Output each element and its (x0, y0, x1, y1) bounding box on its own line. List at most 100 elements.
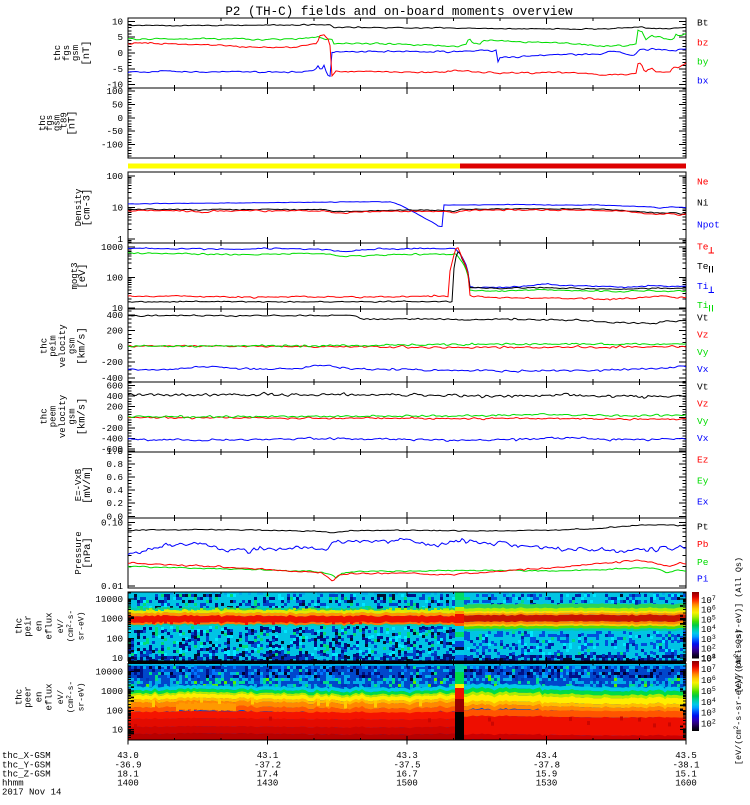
svg-text:43.1: 43.1 (257, 751, 279, 761)
svg-text:0: 0 (117, 113, 123, 124)
svg-text:P2 (TH-C) fields and on-board: P2 (TH-C) fields and on-board moments ov… (225, 5, 573, 19)
svg-text:[nT]: [nT] (67, 110, 79, 135)
svg-text:Pb: Pb (697, 539, 709, 550)
svg-text:-400: -400 (101, 434, 123, 445)
svg-text:0.10: 0.10 (101, 517, 123, 528)
svg-text:106: 106 (701, 605, 716, 616)
svg-text:-36.9: -36.9 (114, 761, 141, 771)
svg-text:1: 1 (117, 234, 123, 245)
svg-text:(cm2-s-: (cm2-s- (66, 610, 77, 642)
svg-text:15.9: 15.9 (536, 770, 558, 780)
svg-text:1500: 1500 (396, 779, 418, 789)
svg-text:en: en (35, 621, 45, 632)
svg-text:5: 5 (117, 32, 123, 43)
svg-text:105: 105 (701, 614, 716, 625)
svg-text:Density: Density (74, 188, 84, 226)
svg-text:Ti: Ti (697, 300, 709, 311)
svg-text:0.01: 0.01 (101, 581, 124, 592)
svg-text:43.4: 43.4 (536, 751, 558, 761)
svg-text:0.2: 0.2 (106, 498, 123, 509)
svg-text:0.0: 0.0 (106, 511, 123, 522)
svg-text:2017 Nov 14: 2017 Nov 14 (2, 788, 61, 798)
svg-text:43.0: 43.0 (117, 751, 139, 761)
svg-text:Vy: Vy (697, 416, 709, 427)
svg-text:gsm: gsm (53, 115, 63, 131)
svg-text:103: 103 (701, 708, 716, 719)
svg-text:-5: -5 (112, 64, 123, 75)
svg-text:Vt: Vt (697, 313, 708, 324)
svg-text:gsm: gsm (68, 338, 78, 354)
svg-text:thc: thc (53, 45, 63, 61)
svg-text:102: 102 (701, 644, 716, 655)
svg-text:(cm2-s-: (cm2-s- (66, 681, 77, 713)
svg-text:Te: Te (697, 242, 709, 253)
svg-text:thc: thc (38, 115, 48, 131)
svg-text:-400: -400 (101, 373, 123, 384)
svg-text:100: 100 (106, 633, 123, 644)
svg-text:thc_Y-GSM: thc_Y-GSM (2, 761, 51, 771)
svg-text:Vx: Vx (697, 433, 709, 444)
svg-text:eV/: eV/ (57, 619, 66, 634)
svg-text:-10: -10 (106, 80, 123, 91)
svg-text:10000: 10000 (95, 594, 123, 605)
svg-text:-37.2: -37.2 (254, 761, 281, 771)
svg-text:[km/s]: [km/s] (77, 398, 89, 436)
svg-text:Pressure: Pressure (74, 531, 84, 574)
svg-text:-600: -600 (101, 444, 123, 455)
svg-text:thc: thc (40, 338, 50, 354)
svg-text:107: 107 (701, 595, 716, 606)
svg-text:-38.1: -38.1 (672, 761, 699, 771)
svg-text:Ez: Ez (697, 455, 708, 466)
svg-text:18.1: 18.1 (117, 770, 139, 780)
svg-text:102: 102 (701, 719, 716, 730)
svg-text:107: 107 (701, 664, 716, 675)
svg-text:[km/s]: [km/s] (77, 327, 89, 365)
svg-text:-37.5: -37.5 (393, 761, 420, 771)
svg-text:[eV/(cm2-s-sr-eV)] (All Qs): [eV/(cm2-s-sr-eV)] (All Qs) (733, 629, 744, 765)
svg-text:Pi: Pi (697, 574, 709, 585)
svg-text:sr-eV): sr-eV) (78, 612, 87, 641)
svg-text:bx: bx (697, 76, 709, 87)
svg-text:10: 10 (112, 303, 123, 314)
svg-text:[eV/(cm2-s-sr-eV)] (All Qs): [eV/(cm2-s-sr-eV)] (All Qs) (733, 557, 744, 693)
svg-text:velocity: velocity (58, 324, 68, 368)
svg-text:Vy: Vy (697, 347, 709, 358)
svg-text:peir: peir (24, 615, 34, 637)
svg-text:gsm: gsm (68, 408, 78, 424)
svg-text:43.5: 43.5 (675, 751, 697, 761)
svg-text:[eV]: [eV] (77, 263, 89, 288)
svg-text:0.4: 0.4 (106, 485, 123, 496)
svg-text:10: 10 (112, 203, 123, 214)
svg-text:104: 104 (701, 697, 716, 708)
svg-text:400: 400 (106, 310, 123, 321)
svg-text:1600: 1600 (675, 779, 697, 789)
svg-text:43.3: 43.3 (396, 751, 418, 761)
svg-text:101: 101 (701, 653, 716, 664)
svg-text:[nT]: [nT] (81, 40, 93, 65)
svg-text:Npot: Npot (697, 220, 720, 231)
svg-text:1.0: 1.0 (106, 446, 123, 457)
svg-text:eflux: eflux (45, 683, 55, 710)
svg-text:50: 50 (112, 99, 123, 110)
svg-text:peer: peer (24, 686, 34, 708)
svg-text:200: 200 (106, 326, 123, 337)
svg-text:10000: 10000 (95, 667, 123, 678)
svg-text:Te: Te (697, 261, 709, 272)
svg-text:1400: 1400 (117, 779, 139, 789)
svg-text:-200: -200 (101, 357, 123, 368)
svg-text:velocity: velocity (58, 394, 68, 438)
svg-text:[mV/m]: [mV/m] (82, 466, 94, 504)
svg-text:thc: thc (40, 408, 50, 424)
svg-text:-200: -200 (101, 423, 123, 434)
svg-text:Ex: Ex (697, 497, 709, 508)
svg-text:hhmm: hhmm (2, 779, 24, 789)
svg-text:fgs: fgs (62, 45, 72, 61)
svg-text:108: 108 (701, 653, 716, 664)
svg-text:1000: 1000 (101, 614, 123, 625)
svg-text:200: 200 (106, 402, 123, 413)
svg-text:fgs: fgs (45, 115, 55, 131)
svg-text:thc: thc (15, 689, 25, 705)
svg-text:400: 400 (106, 391, 123, 402)
svg-text:106: 106 (701, 675, 716, 686)
svg-text:0: 0 (117, 412, 123, 423)
